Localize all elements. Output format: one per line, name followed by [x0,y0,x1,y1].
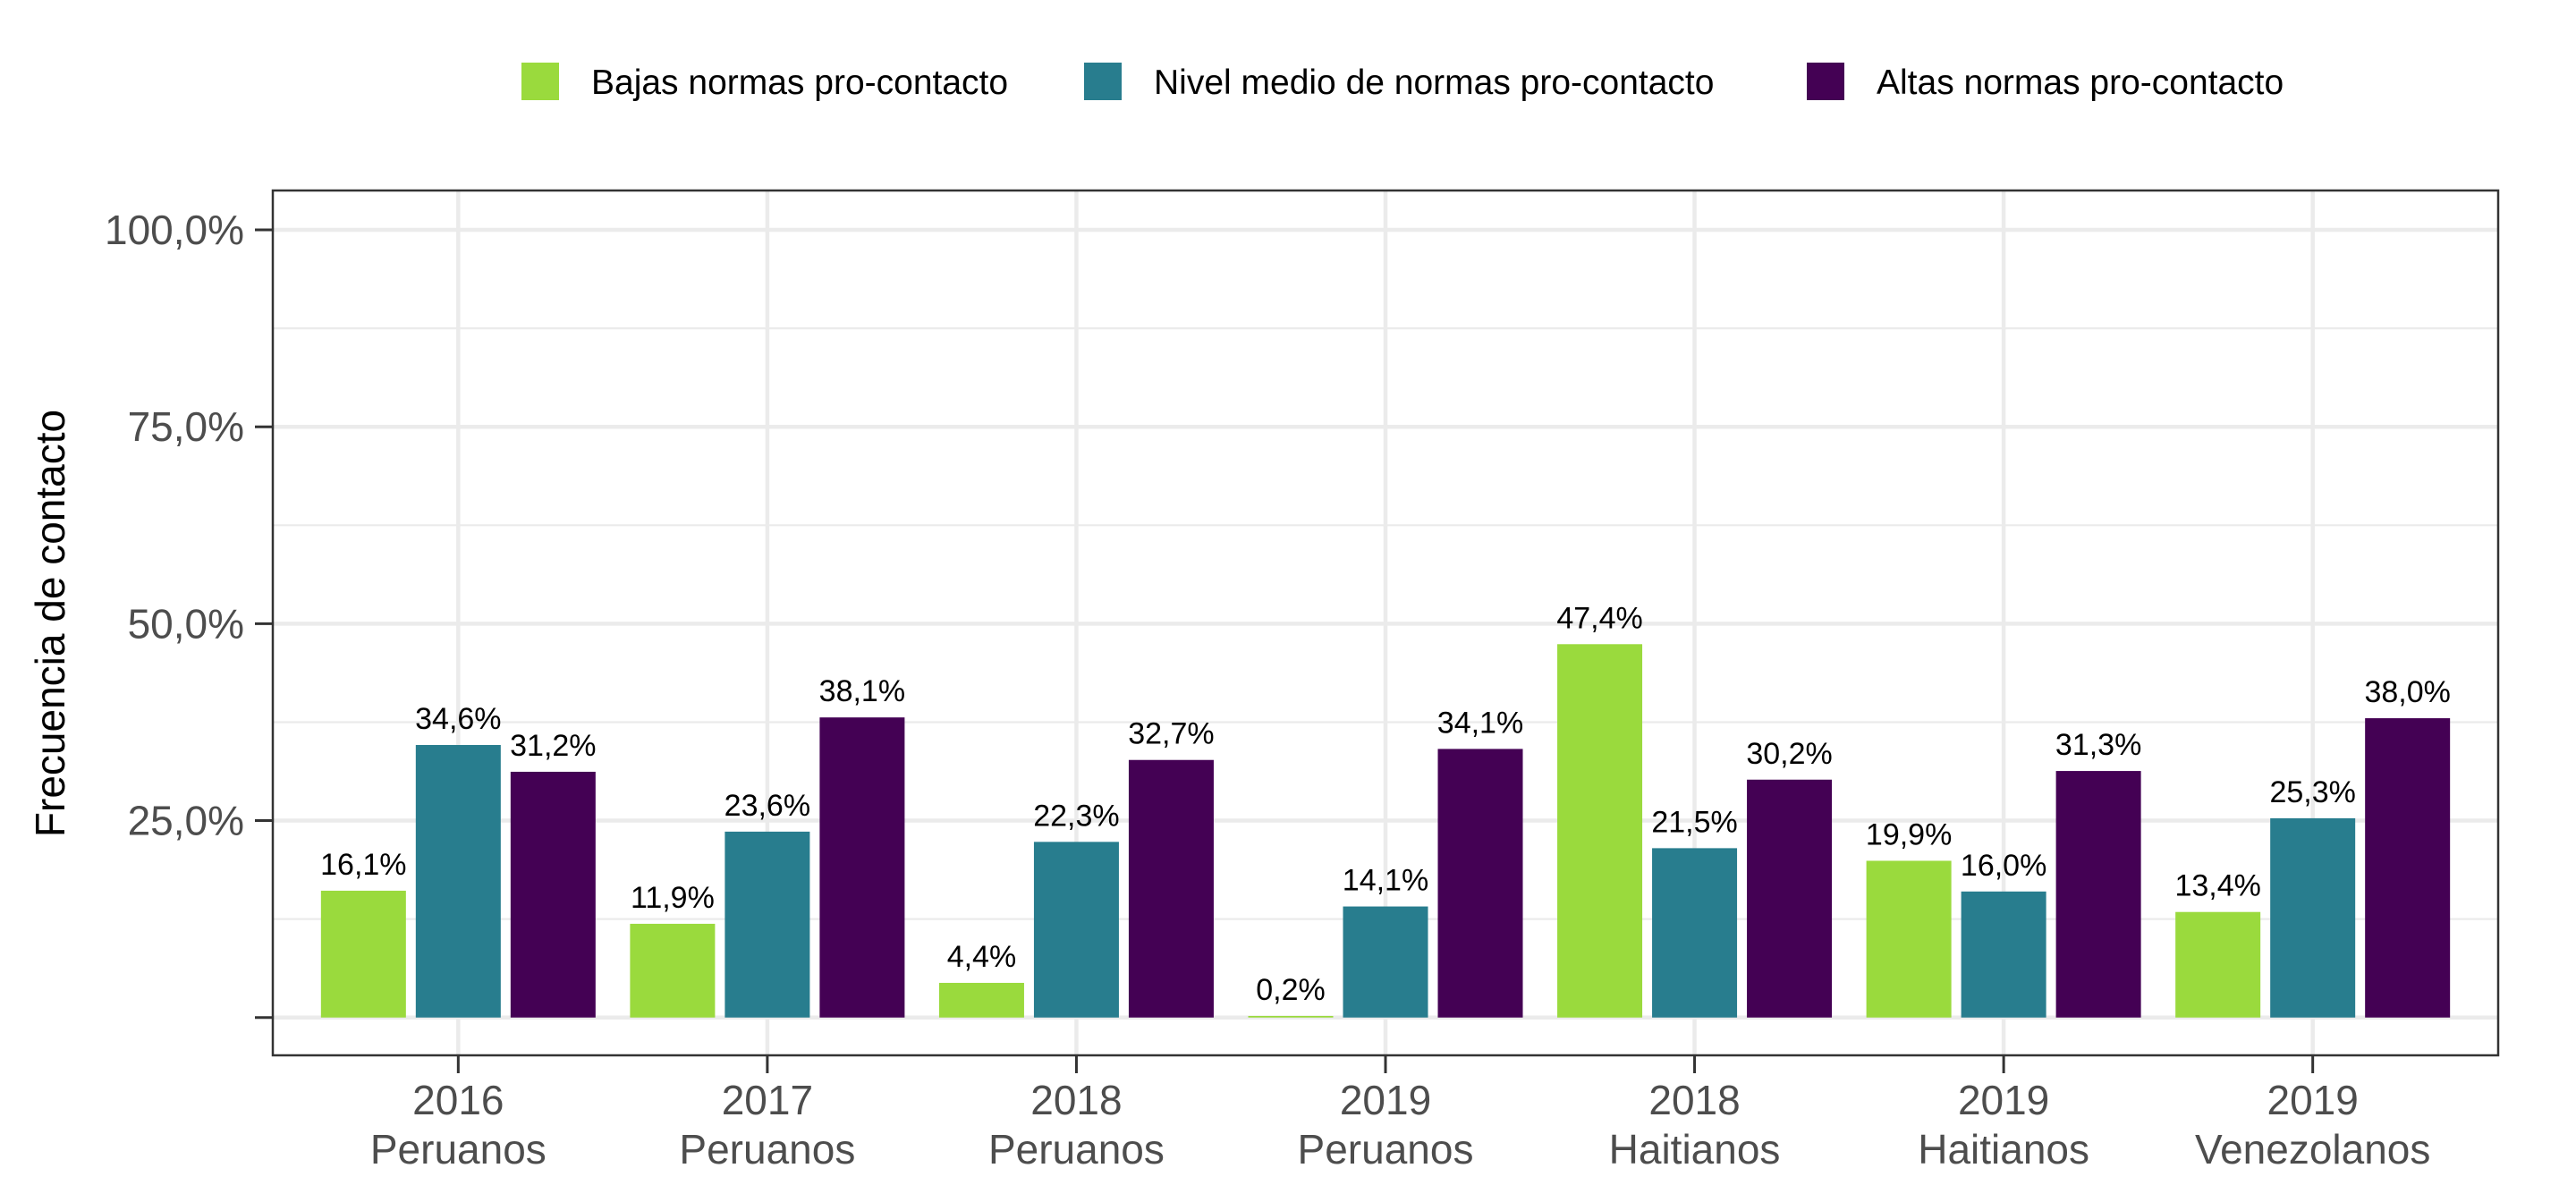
x-tick-label: 2018 [1030,1077,1122,1123]
bar [1747,779,1833,1018]
bar [415,745,501,1018]
bar-value-label: 47,4% [1556,601,1642,635]
bar-value-label: 21,5% [1651,805,1737,839]
bar [938,982,1024,1018]
bar [320,890,406,1018]
bar-value-label: 34,1% [1437,706,1523,740]
bar [2175,911,2261,1018]
bar-value-label: 25,3% [2269,775,2355,809]
bar-value-label: 16,0% [1961,849,2046,883]
bar-value-label: 34,6% [415,702,501,736]
y-tick-label: 75,0% [128,403,244,450]
legend-key [521,63,559,100]
bar [1248,1015,1334,1018]
bar [819,717,905,1018]
bar-value-label: 30,2% [1746,737,1832,771]
bar [724,831,810,1018]
x-tick-label: 2019 [2267,1077,2358,1123]
bar-value-label: 31,2% [510,729,596,763]
x-tick-label: 2016 [412,1077,504,1123]
axes: 25,0%50,0%75,0%100,0%2016Peruanos2017Per… [105,207,2430,1172]
x-tick-label: Venezolanos [2195,1126,2430,1172]
bar-value-label: 22,3% [1033,799,1119,833]
y-tick-label: 25,0% [128,798,244,844]
y-tick-label: 100,0% [105,207,244,253]
bar-value-label: 38,1% [819,674,905,708]
bar [510,771,596,1018]
bars [320,644,2451,1018]
x-tick-label: 2019 [1958,1077,2049,1123]
x-tick-label: Haitianos [1609,1126,1781,1172]
bar-value-label: 11,9% [631,881,715,915]
bar-value-label: 0,2% [1256,973,1326,1007]
bar-value-label: 19,9% [1866,817,1952,851]
x-tick-label: 2018 [1648,1077,1740,1123]
bar [1343,906,1428,1018]
bar-value-label: 32,7% [1128,717,1214,751]
x-tick-label: Peruanos [988,1126,1165,1172]
bar [1961,891,2046,1018]
bar-value-label: 4,4% [947,940,1017,974]
x-tick-label: Peruanos [679,1126,855,1172]
x-tick-label: Peruanos [1298,1126,1474,1172]
bar [2270,817,2356,1018]
x-tick-label: 2017 [722,1077,813,1123]
bar [2365,718,2451,1018]
legend: Bajas normas pro-contacto Nivel medio de … [521,63,2284,102]
bar-labels: 16,1% 34,6% 31,2% 11,9% 23,6% 38,1% 4,4% 22,3% 3… [320,601,2451,1007]
bar [2055,771,2141,1018]
bar [1652,848,1738,1018]
bar [1557,644,1643,1018]
x-tick-label: 2019 [1340,1077,1431,1123]
bar-value-label: 31,3% [2055,728,2141,762]
legend-key [1084,63,1122,100]
y-tick-label: 50,0% [128,600,244,647]
legend-key [1807,63,1844,100]
y-axis-label: Frecuencia de contacto [27,410,73,837]
legend-label: Altas normas pro-contacto [1877,63,2284,102]
bar-value-label: 38,0% [2364,675,2450,709]
bar [1866,860,1952,1018]
x-tick-label: Peruanos [370,1126,547,1172]
bar [1033,842,1119,1018]
bar-value-label: 14,1% [1343,864,1428,898]
x-tick-label: Haitianos [1918,1126,2089,1172]
bar [1437,749,1523,1018]
legend-label: Bajas normas pro-contacto [591,63,1008,102]
bar-value-label: 16,1% [320,848,406,882]
bar [630,923,716,1018]
bar-value-label: 13,4% [2174,869,2260,903]
legend-label: Nivel medio de normas pro-contacto [1154,63,1714,102]
bar [1128,759,1214,1018]
bar-value-label: 23,6% [724,789,810,823]
